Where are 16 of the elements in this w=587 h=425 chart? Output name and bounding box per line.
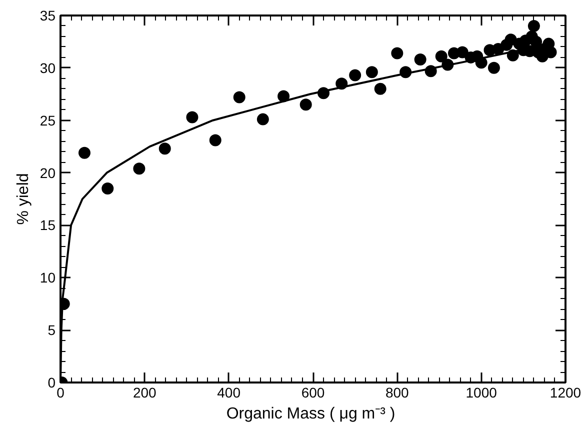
y-tick-label: 0	[48, 374, 56, 390]
y-tick-label: 30	[40, 60, 56, 76]
x-tick-label: 1000	[466, 384, 498, 400]
x-tick-label: 200	[132, 384, 157, 400]
x-tick-label: 400	[217, 384, 241, 400]
y-tick-label: 20	[40, 164, 56, 181]
y-tick-label: 25	[40, 112, 56, 128]
x-tick-label: 600	[301, 384, 325, 400]
y-tick-label: 10	[40, 270, 56, 286]
x-tick-label: 800	[385, 384, 410, 400]
y-tick-label: 5	[48, 322, 56, 338]
y-tick-label: 35	[40, 8, 56, 24]
y-tick-label: 15	[40, 217, 56, 234]
y-axis-title: % yield	[14, 173, 32, 225]
x-tick-label: 1200	[550, 384, 582, 400]
x-axis-title: Organic Mass ( μg m⁻³ )	[226, 406, 396, 422]
